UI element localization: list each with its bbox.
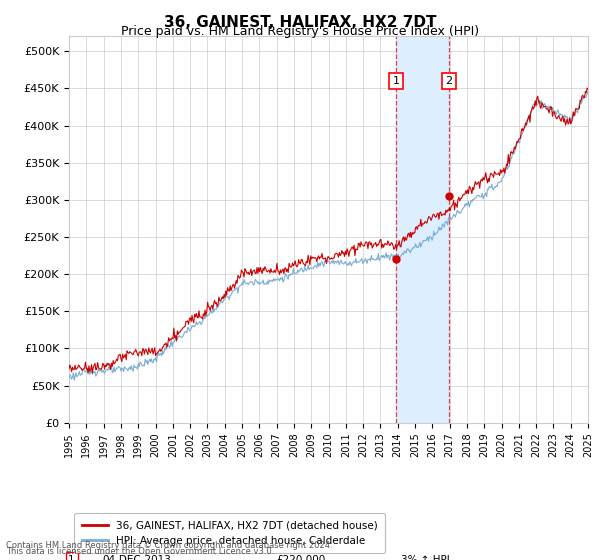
Text: 2: 2 <box>445 76 452 86</box>
Text: 04-DEC-2013: 04-DEC-2013 <box>103 555 172 560</box>
Legend: 36, GAINEST, HALIFAX, HX2 7DT (detached house), HPI: Average price, detached hou: 36, GAINEST, HALIFAX, HX2 7DT (detached … <box>74 513 385 553</box>
Text: 1: 1 <box>68 555 75 560</box>
Text: This data is licensed under the Open Government Licence v3.0.: This data is licensed under the Open Gov… <box>6 548 274 557</box>
Text: 3% ↑ HPI: 3% ↑ HPI <box>401 555 450 560</box>
Text: 1: 1 <box>393 76 400 86</box>
Bar <box>397 36 449 423</box>
Text: Contains HM Land Registry data © Crown copyright and database right 2024.: Contains HM Land Registry data © Crown c… <box>6 541 332 550</box>
Text: £220,000: £220,000 <box>277 555 326 560</box>
Text: Price paid vs. HM Land Registry's House Price Index (HPI): Price paid vs. HM Land Registry's House … <box>121 25 479 38</box>
Text: 36, GAINEST, HALIFAX, HX2 7DT: 36, GAINEST, HALIFAX, HX2 7DT <box>164 15 436 30</box>
